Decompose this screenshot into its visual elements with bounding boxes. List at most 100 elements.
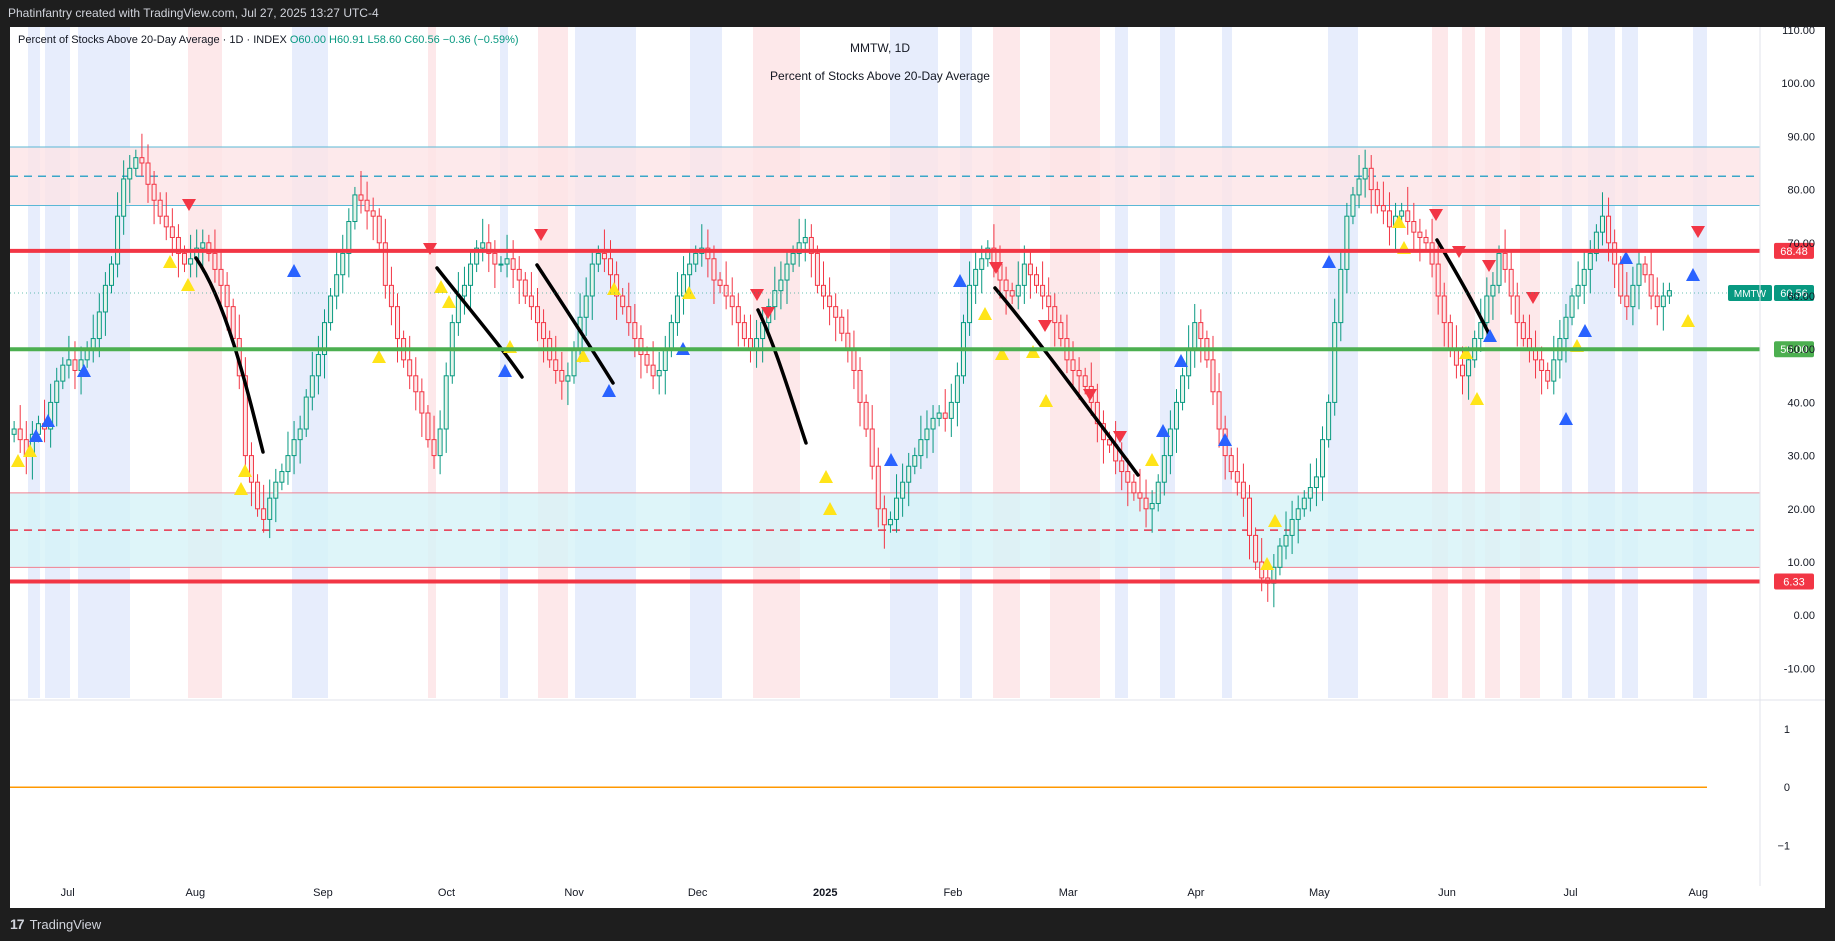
candle-body [352,194,358,223]
candle-body [1289,518,1295,536]
shade-band [1432,27,1448,698]
candle-body [833,306,839,318]
candle-body [1563,316,1569,340]
candle-body [121,178,127,217]
shade-band [1485,27,1500,698]
candle-body [1283,534,1289,547]
shade-band [188,27,222,698]
candle-body [1143,497,1149,510]
candle-body [1539,359,1545,371]
signal-up-triangle [995,347,1009,360]
candle-body [1253,534,1259,563]
candle-body [66,359,72,366]
candle-body [1453,348,1459,366]
candle-body [942,412,948,419]
signal-up-triangle [1559,412,1573,425]
candle-body [620,295,626,308]
candle-body [1015,284,1021,297]
candle-body [1593,231,1599,254]
candle-body [875,465,881,510]
candle-body [900,481,906,499]
trend-curve [535,263,615,385]
last-price-symbol: MMTW [1734,289,1767,300]
candle-body [1374,189,1380,207]
footer-brand: TradingView [29,917,102,932]
candle-body [571,348,577,377]
candle-body [54,380,60,403]
candle-body [516,268,522,281]
candle-body [157,199,163,217]
trend-curve [756,308,808,445]
candle-body [1350,194,1356,217]
signal-up-triangle [884,453,898,466]
candle-body [912,455,918,467]
candle-body [650,364,656,377]
candle-body [431,439,437,457]
candle-body [1636,263,1642,286]
y-tick-label: 20.00 [1787,504,1815,516]
candle-body [1338,268,1344,324]
signal-up-triangle [1470,392,1484,405]
candle-body [601,252,607,260]
candle-body [1466,359,1472,377]
lower-y-tick: 1 [1784,724,1790,736]
candle-body [242,375,248,457]
candle-body [139,157,145,164]
candle-body [906,465,912,483]
candle-body [1441,295,1447,324]
candle-body [936,412,942,419]
candle-body [1423,236,1429,244]
candle-body [1405,210,1411,223]
candle-body [1167,428,1173,457]
candle-body [1070,359,1076,371]
candle-body [60,364,66,382]
shade-band [1115,27,1128,698]
candle-body [1186,348,1192,377]
candle-body [188,258,194,265]
candle-body [1344,215,1350,270]
candle-body [1435,263,1441,297]
candle-body [1447,322,1453,350]
candle-body [674,295,680,324]
candle-body [626,306,632,324]
candle-body [218,268,224,286]
signal-up-triangle [498,364,512,377]
candle-body [1137,492,1143,499]
footer-bar: 17 TradingView [0,908,1835,941]
signal-up-triangle [41,414,55,427]
y-tick-label: 0.00 [1794,610,1815,622]
candle-body [1301,497,1307,510]
candle-body [346,221,352,254]
signal-down-triangle [761,307,775,319]
candle-body [839,316,845,334]
candle-body [1094,401,1100,425]
candle-body [528,295,534,308]
candle-body [1155,481,1161,504]
candle-body [1484,295,1490,324]
candle-body [1052,306,1058,324]
attribution-text: Phatinfantry created with TradingView.co… [8,6,379,20]
candle-body [948,401,954,419]
y-tick-label: 80.00 [1787,185,1815,197]
candle-body [175,236,181,254]
signal-up-triangle [1174,354,1188,367]
signal-down-triangle [1113,431,1127,443]
candle-body [772,290,778,308]
signal-up-triangle [1578,324,1592,337]
x-tick-label: 2025 [813,887,837,899]
last-price-value-bg [1774,285,1814,302]
signal-up-triangle [1039,394,1053,407]
lower-y-tick: 0 [1784,782,1790,794]
candle-body [851,348,857,371]
x-tick-label: Feb [943,887,962,899]
candle-body [395,306,401,340]
x-tick-label: Mar [1059,887,1078,899]
y-tick-label: 60.00 [1787,291,1815,303]
candle-body [72,359,78,371]
candle-body [17,428,23,441]
candle-body [115,215,121,265]
candle-body [796,242,802,254]
signal-up-triangle [1145,453,1159,466]
candle-body [279,471,285,483]
